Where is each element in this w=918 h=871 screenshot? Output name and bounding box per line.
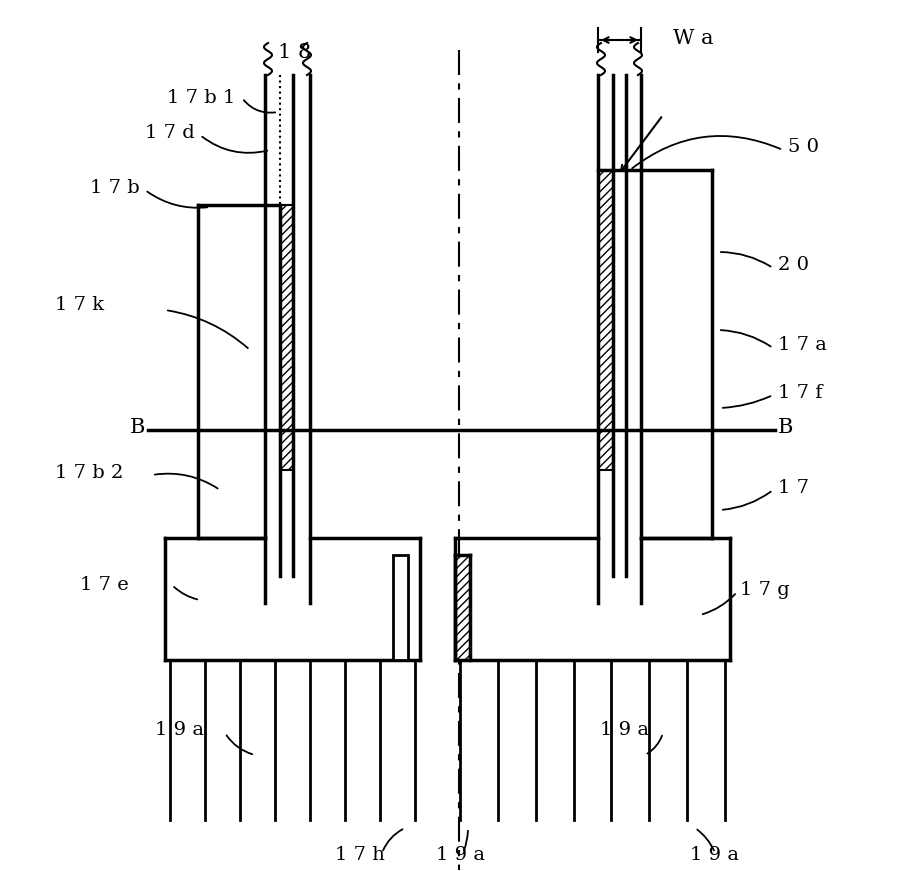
Text: B: B (778, 417, 793, 436)
Bar (393, 555, 408, 660)
Text: 2 0: 2 0 (778, 256, 809, 274)
Text: 1 7 a: 1 7 a (778, 336, 827, 354)
Text: 1 9 a: 1 9 a (155, 721, 204, 739)
Bar (280, 205, 293, 470)
Bar (455, 555, 470, 660)
Text: W a: W a (673, 29, 713, 48)
Text: 1 9 a: 1 9 a (435, 846, 485, 864)
Text: 1 9 a: 1 9 a (690, 846, 740, 864)
Text: 1 7 b: 1 7 b (90, 179, 140, 197)
Text: 1 7 k: 1 7 k (55, 296, 104, 314)
Text: 1 7 d: 1 7 d (145, 124, 195, 142)
Text: 1 7 b 2: 1 7 b 2 (55, 464, 123, 482)
Text: 1 7: 1 7 (778, 479, 809, 497)
Bar (598, 170, 613, 470)
Text: B: B (129, 417, 145, 436)
Text: 1 8: 1 8 (278, 44, 311, 63)
Text: 1 7 f: 1 7 f (778, 384, 823, 402)
Text: 1 7 e: 1 7 e (80, 576, 129, 594)
Text: 5 0: 5 0 (788, 138, 819, 156)
Text: 1 9 a: 1 9 a (600, 721, 649, 739)
Text: 1 7 b 1: 1 7 b 1 (167, 89, 235, 107)
Text: 1 7 g: 1 7 g (740, 581, 789, 599)
Text: 1 7 h: 1 7 h (335, 846, 385, 864)
